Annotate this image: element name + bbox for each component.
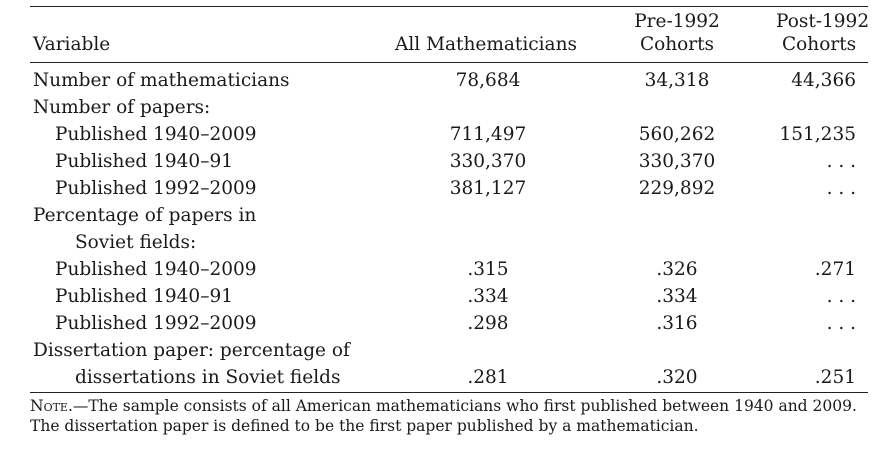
row-label: Published 1992–2009	[55, 178, 257, 199]
header-bottom-rule	[30, 62, 868, 63]
cell-all-mathematicians: .334	[467, 286, 509, 307]
row-label: Published 1940–2009	[55, 259, 257, 280]
cell-all-mathematicians: .315	[467, 259, 509, 280]
cell-all-mathematicians: 330,370	[449, 151, 527, 172]
cell-post-1992: .271	[814, 259, 856, 280]
note-lead: Note	[30, 397, 68, 415]
cell-all-mathematicians: .298	[467, 313, 509, 334]
header-variable: Variable	[33, 34, 111, 55]
cell-post-1992: . . .	[826, 286, 856, 307]
header-post-1992-line1: Post-1992	[776, 11, 870, 32]
header-pre-1992-line1: Pre-1992	[634, 11, 720, 32]
row-label: Number of papers:	[33, 97, 211, 118]
row-label: Published 1940–2009	[55, 124, 257, 145]
row-label: Dissertation paper: percentage of	[33, 340, 350, 361]
cell-post-1992: . . .	[826, 178, 856, 199]
table-note: Note.—The sample consists of all America…	[30, 396, 860, 436]
cell-post-1992: . . .	[826, 313, 856, 334]
cell-pre-1992: 34,318	[644, 70, 710, 91]
cell-pre-1992: .334	[656, 286, 698, 307]
row-label: Number of mathematicians	[33, 70, 290, 91]
table-bottom-rule	[30, 392, 868, 393]
cell-pre-1992: 560,262	[638, 124, 716, 145]
row-label: Percentage of papers in	[33, 205, 257, 226]
cell-all-mathematicians: 711,497	[449, 124, 527, 145]
cell-pre-1992: 330,370	[638, 151, 716, 172]
row-label: dissertations in Soviet fields	[75, 367, 341, 388]
cell-pre-1992: .320	[656, 367, 698, 388]
cell-all-mathematicians: 78,684	[455, 70, 521, 91]
row-label: Published 1992–2009	[55, 313, 257, 334]
header-post-1992-line2: Cohorts	[782, 34, 857, 55]
note-body: .—The sample consists of all American ma…	[30, 397, 857, 435]
row-label: Published 1940–91	[55, 151, 233, 172]
cell-all-mathematicians: 381,127	[449, 178, 527, 199]
row-label: Soviet fields:	[75, 232, 197, 253]
cell-all-mathematicians: .281	[467, 367, 509, 388]
cell-pre-1992: .316	[656, 313, 698, 334]
row-label: Published 1940–91	[55, 286, 233, 307]
cell-pre-1992: .326	[656, 259, 698, 280]
table-top-rule	[30, 6, 868, 7]
cell-post-1992: 151,235	[779, 124, 856, 145]
cell-post-1992: .251	[814, 367, 856, 388]
header-all-mathematicians: All Mathematicians	[395, 34, 577, 55]
cell-pre-1992: 229,892	[638, 178, 716, 199]
cell-post-1992: 44,366	[791, 70, 856, 91]
cell-post-1992: . . .	[826, 151, 856, 172]
header-pre-1992-line2: Cohorts	[639, 34, 715, 55]
